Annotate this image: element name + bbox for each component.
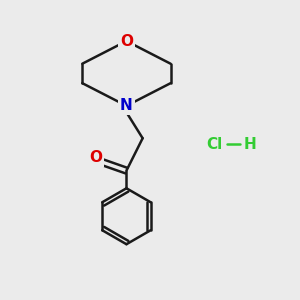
Text: O: O xyxy=(89,150,102,165)
Text: O: O xyxy=(120,34,133,49)
Text: Cl: Cl xyxy=(207,136,223,152)
Text: N: N xyxy=(120,98,133,113)
Text: H: H xyxy=(244,136,256,152)
